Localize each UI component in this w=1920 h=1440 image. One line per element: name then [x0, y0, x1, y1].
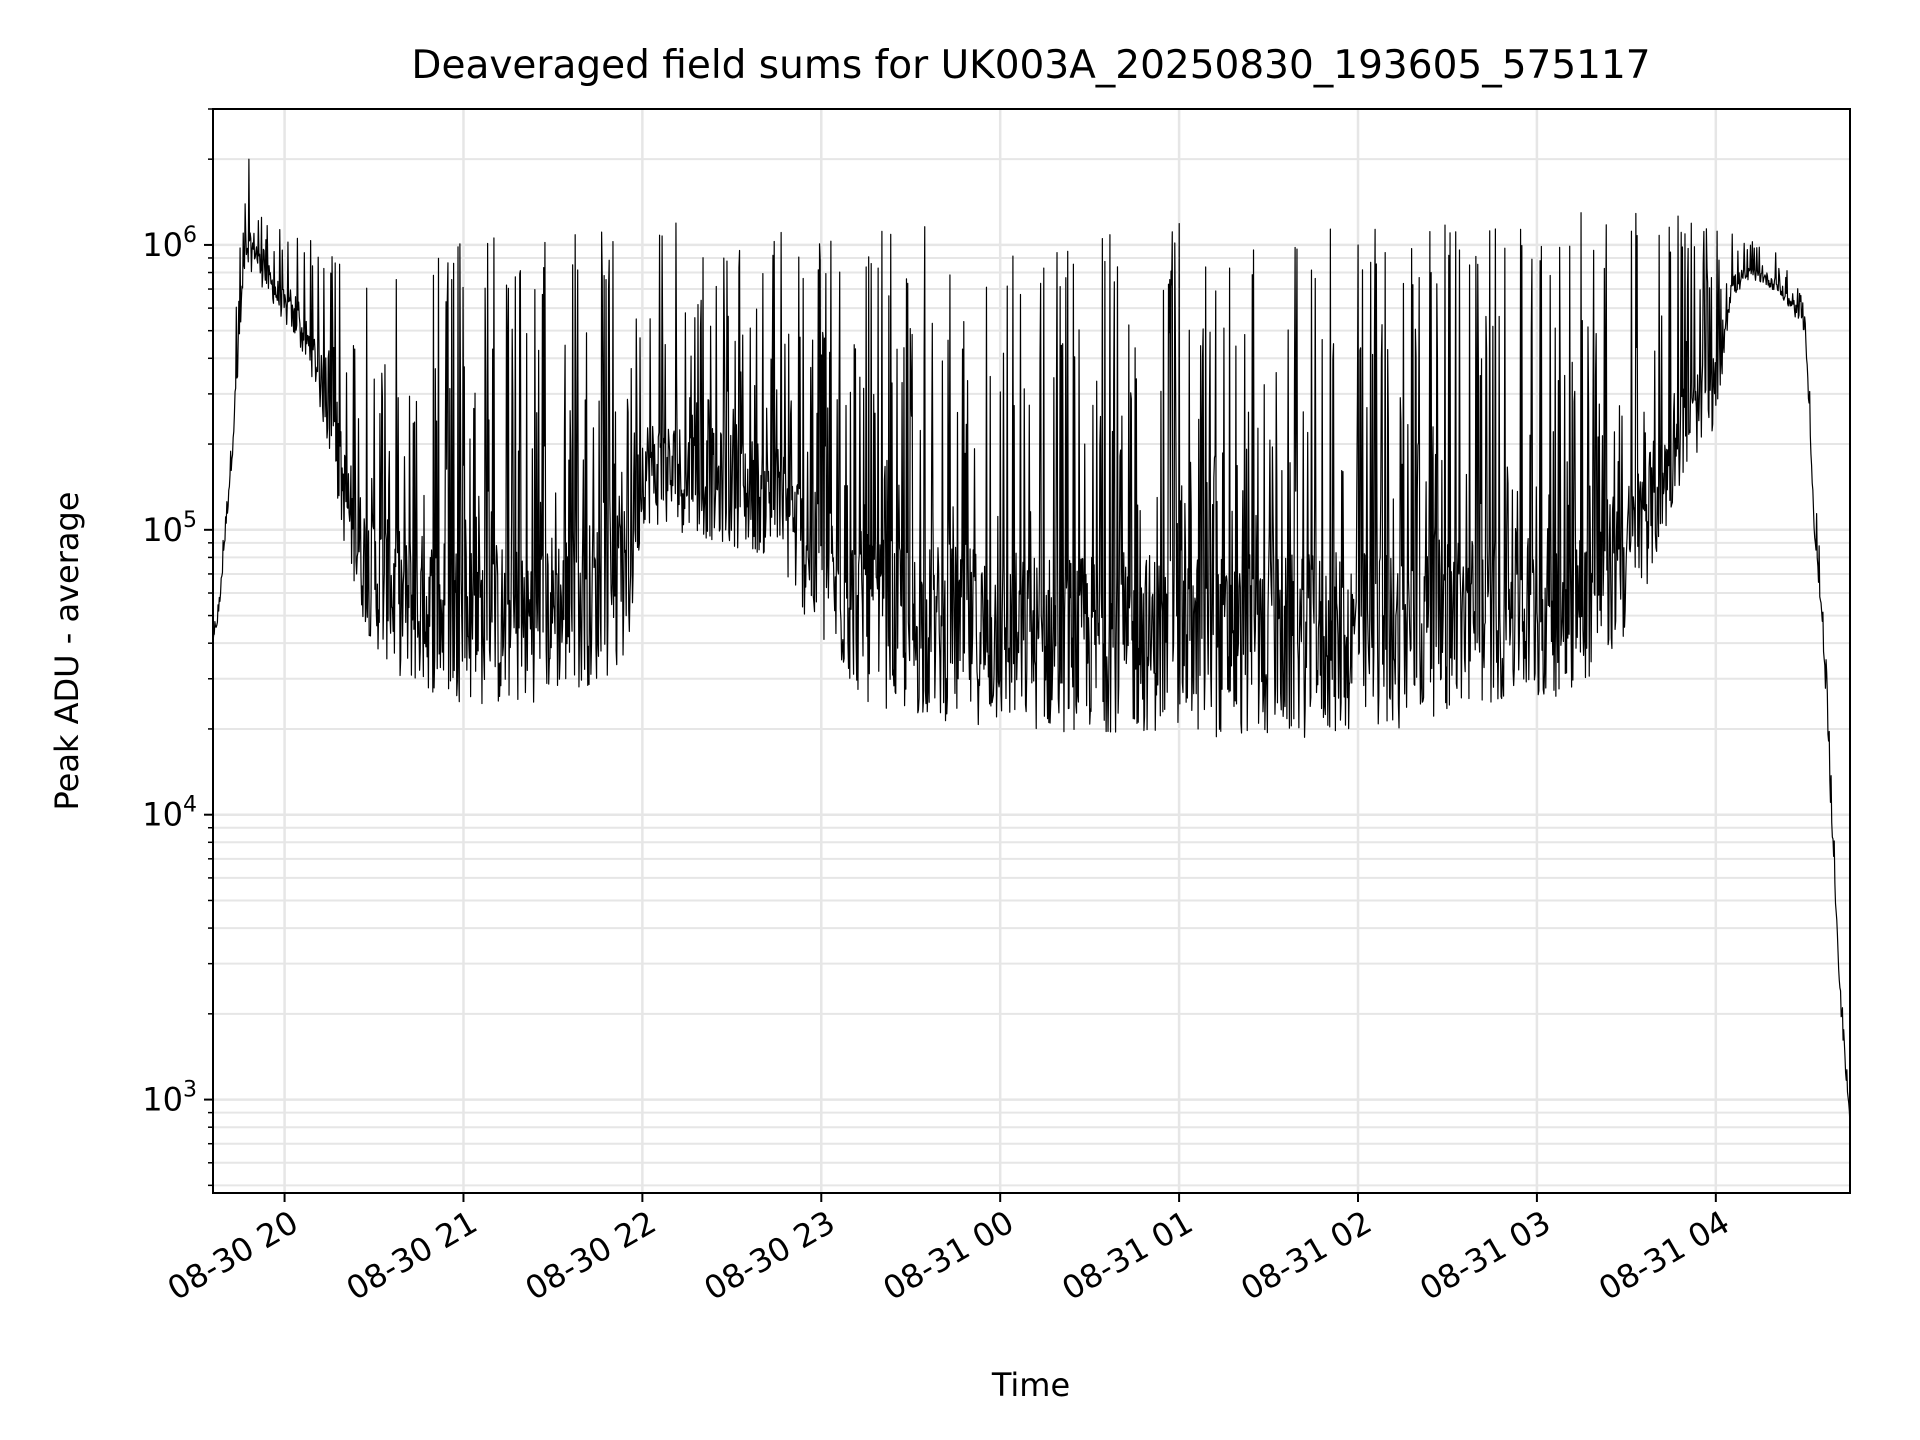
chart-title: Deaveraged field sums for UK003A_2025083…: [411, 43, 1650, 88]
y-tick-label: 103: [142, 1078, 197, 1119]
y-axis: 103 104 105 106: [142, 108, 213, 1187]
y-tick-label: 106: [142, 223, 197, 264]
series-line: [212, 158, 1851, 1127]
y-tick-label: 104: [142, 793, 197, 834]
plot-frame: [212, 108, 1851, 1194]
x-axis-label: Time: [991, 1366, 1070, 1404]
series-layer: [212, 158, 1851, 1127]
y-axis-label: Peak ADU - average: [48, 492, 86, 811]
y-tick-label: 105: [142, 508, 197, 549]
major-gridlines: [213, 109, 1850, 1193]
